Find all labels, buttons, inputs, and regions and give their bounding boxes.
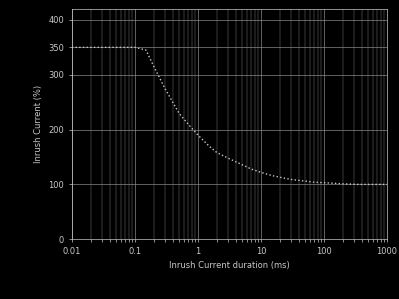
X-axis label: Inrush Current duration (ms): Inrush Current duration (ms) [169,261,290,270]
Y-axis label: Inrush Current (%): Inrush Current (%) [34,85,43,163]
